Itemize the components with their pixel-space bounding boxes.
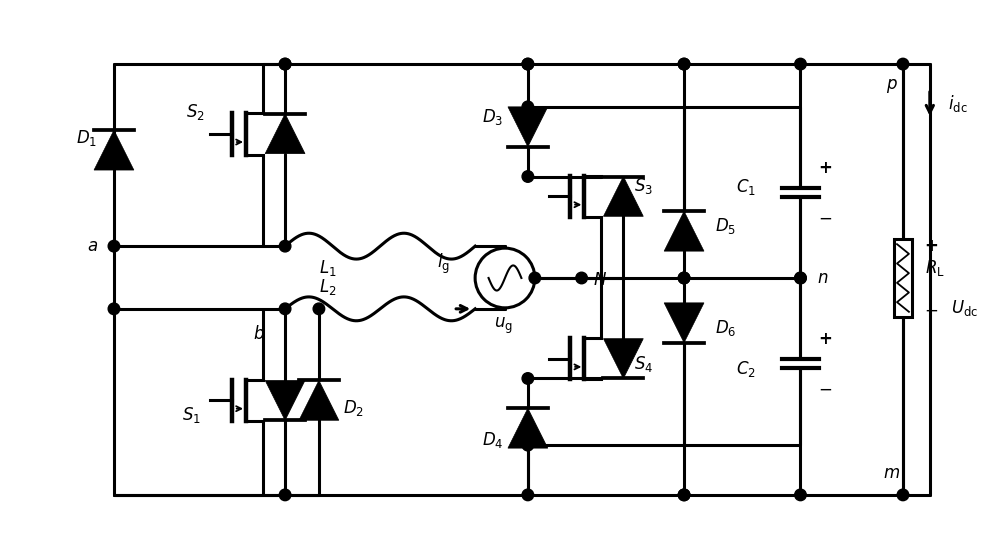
Bar [894, 239, 912, 317]
Polygon shape [603, 176, 643, 217]
Circle shape [108, 303, 120, 315]
Text: $i_{\rm dc}$: $i_{\rm dc}$ [948, 93, 967, 115]
Circle shape [678, 489, 690, 501]
Text: $i_{\rm g}$: $i_{\rm g}$ [437, 252, 450, 276]
Text: +: + [924, 237, 938, 255]
Polygon shape [265, 114, 305, 154]
Circle shape [795, 272, 806, 284]
Text: $m$: $m$ [883, 464, 901, 482]
Circle shape [522, 171, 534, 182]
Text: $S_4$: $S_4$ [634, 354, 653, 374]
Polygon shape [265, 381, 305, 420]
Circle shape [522, 489, 534, 501]
Circle shape [279, 58, 291, 70]
Circle shape [795, 489, 806, 501]
Circle shape [313, 303, 325, 315]
Text: $C_2$: $C_2$ [736, 359, 756, 379]
Polygon shape [664, 212, 704, 251]
Circle shape [678, 272, 690, 284]
Text: +: + [818, 329, 832, 348]
Polygon shape [664, 303, 704, 343]
Text: $D_5$: $D_5$ [715, 216, 736, 236]
Circle shape [897, 489, 909, 501]
Circle shape [522, 58, 534, 70]
Circle shape [529, 272, 541, 284]
Text: $D_2$: $D_2$ [343, 398, 364, 418]
Text: a: a [87, 237, 97, 255]
Text: $R_{\rm L}$: $R_{\rm L}$ [925, 258, 945, 278]
Text: $L_1$: $L_1$ [319, 258, 337, 278]
Circle shape [279, 58, 291, 70]
Text: $L_2$: $L_2$ [319, 277, 337, 297]
Circle shape [475, 248, 535, 308]
Circle shape [576, 272, 587, 284]
Circle shape [522, 439, 534, 451]
Circle shape [897, 58, 909, 70]
Circle shape [279, 303, 291, 315]
Circle shape [678, 58, 690, 70]
Text: $D_3$: $D_3$ [482, 107, 504, 127]
Text: $u_{\rm g}$: $u_{\rm g}$ [494, 316, 512, 336]
Circle shape [522, 101, 534, 112]
Text: $-$: $-$ [818, 380, 832, 397]
Polygon shape [94, 130, 134, 170]
Text: $N$: $N$ [593, 271, 606, 289]
Polygon shape [603, 339, 643, 379]
Circle shape [522, 58, 534, 70]
Circle shape [678, 489, 690, 501]
Text: $-$: $-$ [924, 301, 938, 319]
Text: $D_6$: $D_6$ [715, 318, 737, 338]
Text: b: b [253, 325, 263, 343]
Circle shape [678, 272, 690, 284]
Circle shape [678, 58, 690, 70]
Text: $n$: $n$ [817, 269, 828, 287]
Text: +: + [818, 159, 832, 176]
Text: $S_2$: $S_2$ [186, 102, 205, 122]
Circle shape [279, 489, 291, 501]
Text: $D_1$: $D_1$ [76, 128, 97, 148]
Text: $-$: $-$ [818, 208, 832, 226]
Polygon shape [508, 107, 548, 147]
Text: $D_4$: $D_4$ [482, 430, 504, 450]
Text: $S_3$: $S_3$ [634, 176, 653, 197]
Polygon shape [508, 408, 548, 448]
Text: $U_{\rm dc}$: $U_{\rm dc}$ [951, 298, 978, 318]
Circle shape [795, 58, 806, 70]
Polygon shape [299, 381, 339, 420]
Circle shape [795, 272, 806, 284]
Text: $p$: $p$ [886, 77, 898, 95]
Text: $C_1$: $C_1$ [736, 177, 756, 197]
Circle shape [108, 240, 120, 252]
Circle shape [279, 240, 291, 252]
Text: $S_1$: $S_1$ [182, 406, 201, 425]
Circle shape [522, 372, 534, 384]
